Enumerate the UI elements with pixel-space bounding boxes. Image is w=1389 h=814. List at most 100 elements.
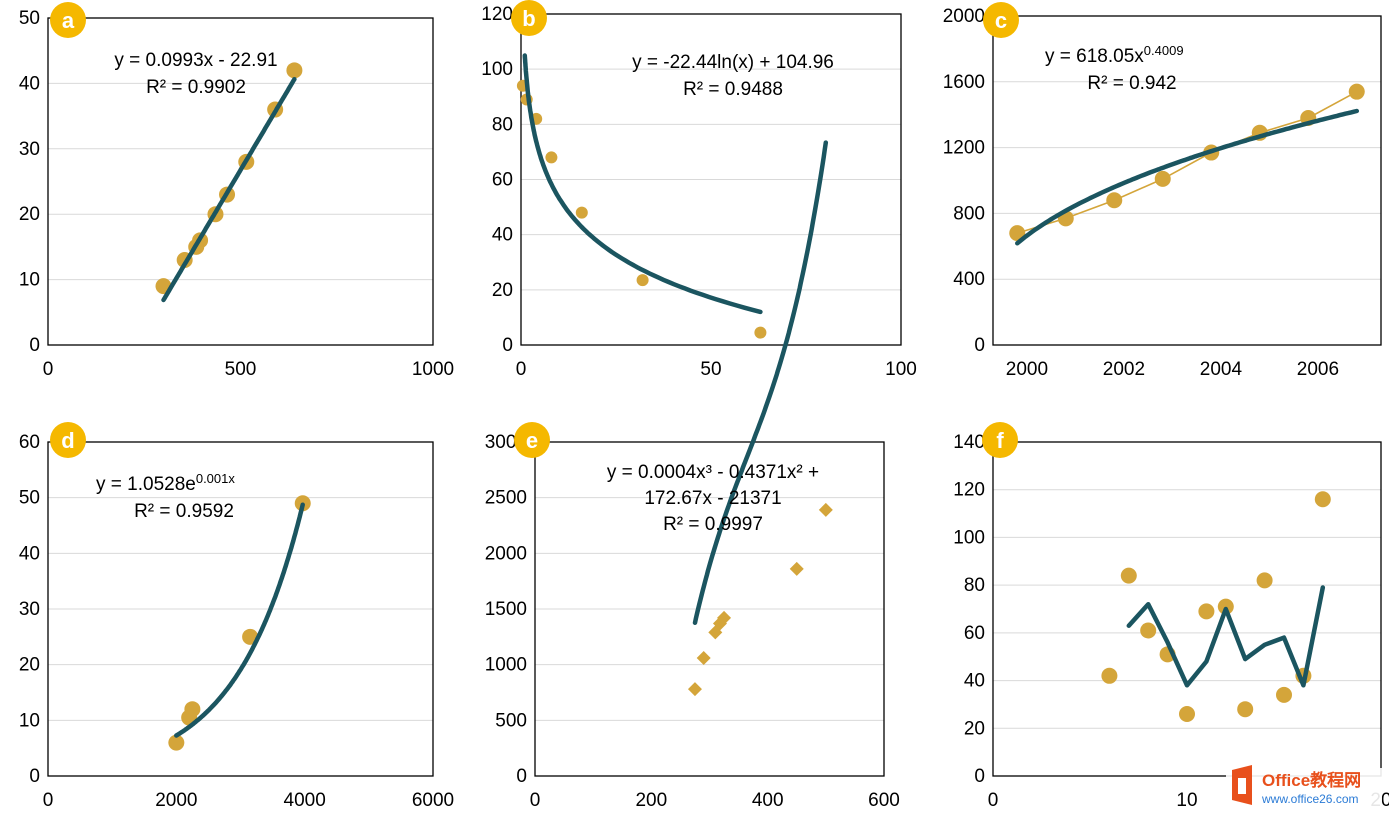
panel-badge-letter: d [61, 428, 74, 453]
y-tick-label: 2000 [943, 6, 985, 27]
panel-badge-letter: b [522, 6, 535, 31]
y-tick-label: 40 [19, 543, 40, 564]
x-tick-label: 2000 [155, 790, 197, 811]
x-tick-label: 2000 [1006, 359, 1048, 380]
y-tick-label: 1000 [485, 655, 527, 676]
r-squared-label: R² = 0.9997 [663, 514, 763, 535]
trendline [1015, 108, 1360, 246]
trendline-equation: y = 618.05x0.4009 [1045, 43, 1184, 68]
y-tick-label: 60 [492, 170, 513, 191]
trendline [161, 76, 297, 303]
y-tick-label: 20 [19, 655, 40, 676]
trendline-equation: y = 1.0528e0.001x [96, 471, 235, 496]
plot-frame [47, 17, 434, 346]
panel-badge-letter: a [62, 8, 75, 33]
plot-frame [992, 15, 1382, 346]
trendline [692, 140, 829, 626]
y-tick-label: 1600 [943, 72, 985, 93]
data-point [184, 701, 201, 718]
data-point [1120, 567, 1137, 584]
y-tick-label: 120 [953, 480, 985, 501]
x-tick-label: 10 [1176, 790, 1197, 811]
r-squared-label: R² = 0.9902 [146, 77, 246, 98]
y-tick-label: 120 [481, 4, 513, 25]
x-tick-label: 0 [43, 359, 54, 380]
y-tick-label: 40 [964, 671, 985, 692]
chart-d: 0 10 20 30 40 50 60 0 2000 4000 6000 y = 1.0528e0.0… [19, 422, 454, 811]
y-tick-label: 40 [19, 73, 40, 94]
y-tick-label: 400 [953, 269, 985, 290]
trendline-equation: 172.67x - 21371 [644, 488, 781, 509]
equation-main: y = 618.05x [1045, 46, 1144, 67]
panel-badge-letter: e [526, 428, 538, 453]
y-tick-label: 1500 [485, 599, 527, 620]
x-tick-label: 2002 [1103, 359, 1145, 380]
data-point [754, 326, 767, 339]
data-point [1101, 667, 1118, 684]
y-tick-label: 800 [953, 203, 985, 224]
y-tick-label: 1200 [943, 138, 985, 159]
data-point [1179, 705, 1195, 722]
y-tick-label: 60 [19, 432, 40, 453]
x-tick-label: 2004 [1200, 359, 1243, 380]
trendline [1126, 585, 1326, 688]
x-tick-label: 0 [530, 790, 541, 811]
equation-exponent: 0.4009 [1144, 43, 1184, 58]
x-tick-label: 1000 [412, 359, 454, 380]
office-logo-cutout [1238, 778, 1246, 794]
r-squared-label: R² = 0.9488 [683, 79, 783, 100]
y-tick-label: 0 [29, 335, 40, 356]
plot-frame [520, 13, 902, 346]
y-tick-label: 30 [19, 139, 40, 160]
data-point [789, 561, 804, 576]
equation-exponent: 0.001x [196, 471, 236, 486]
y-tick-label: 80 [964, 575, 985, 596]
data-point [168, 734, 185, 751]
data-point [717, 610, 732, 625]
data-point [696, 650, 711, 665]
trendline [174, 502, 305, 738]
data-point [545, 151, 558, 164]
r-squared-label: R² = 0.9592 [134, 501, 234, 522]
plot-frame [534, 441, 885, 777]
data-point [1217, 598, 1234, 615]
panel-badge-letter: c [995, 8, 1007, 33]
y-tick-label: 0 [516, 766, 527, 787]
x-tick-label: 400 [752, 790, 784, 811]
y-tick-label: 50 [19, 488, 40, 509]
y-tick-label: 20 [19, 204, 40, 225]
data-point [687, 682, 702, 697]
data-series-line [1017, 90, 1358, 234]
watermark-url: www.office26.com [1261, 792, 1359, 806]
x-tick-label: 500 [225, 359, 257, 380]
panel-badge [50, 2, 86, 38]
data-point [1140, 622, 1157, 639]
y-tick-label: 20 [964, 718, 985, 739]
data-point [1276, 686, 1292, 703]
y-tick-label: 0 [974, 766, 985, 787]
y-tick-label: 50 [19, 8, 40, 29]
watermark: Office教程网 www.office26.com [1226, 765, 1382, 808]
y-tick-label: 20 [492, 280, 513, 301]
data-point [286, 62, 303, 79]
data-point [575, 206, 588, 219]
y-tick-label: 2500 [485, 488, 527, 509]
y-tick-label: 40 [492, 225, 513, 246]
x-tick-label: 100 [885, 359, 917, 380]
y-tick-label: 80 [492, 114, 513, 135]
y-tick-label: 100 [481, 59, 513, 80]
y-tick-label: 140 [953, 432, 985, 453]
chart-c: 0 400 800 1200 1600 2000 2000 2002 2004 2006 y = 6… [943, 2, 1382, 380]
x-tick-label: 2006 [1297, 359, 1339, 380]
x-tick-label: 50 [700, 359, 721, 380]
y-tick-label: 500 [495, 710, 527, 731]
trendline-equation: y = 0.0993x - 22.91 [114, 50, 277, 71]
x-tick-label: 0 [988, 790, 999, 811]
data-point [1009, 225, 1026, 242]
x-tick-label: 6000 [412, 790, 454, 811]
y-tick-label: 2000 [485, 543, 527, 564]
y-tick-label: 10 [19, 270, 40, 291]
